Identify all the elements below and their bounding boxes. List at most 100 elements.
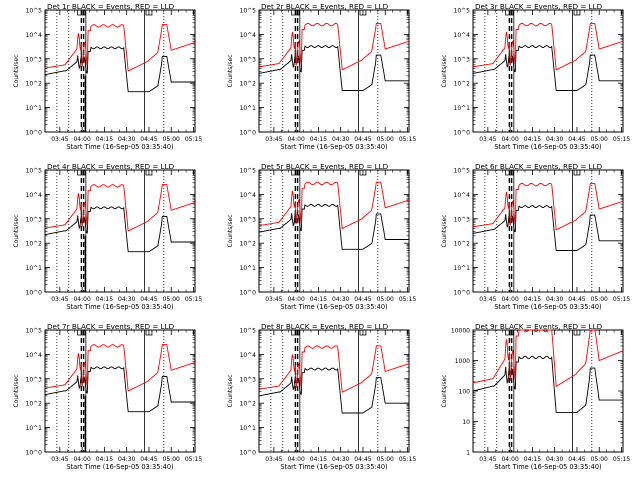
y-tick-label: 10^5 xyxy=(240,328,257,335)
bracket-mark xyxy=(359,170,367,176)
x-tick-label: 04:45 xyxy=(354,296,371,303)
series-lld-line xyxy=(44,24,196,72)
bracket-mark xyxy=(505,170,514,176)
panel-title: Det 2r BLACK = Events, RED = LLD xyxy=(261,2,389,11)
y-axis-label: Counts/sec xyxy=(13,374,20,407)
x-axis-label: Start Time (16-Sep-05 03:35:40) xyxy=(66,463,173,471)
x-tick-label: 04:45 xyxy=(568,136,585,143)
panel-det-1: Det 1r BLACK = Events, RED = LLD Counts/s… xyxy=(13,2,202,151)
y-tick-label: 10^2 xyxy=(240,81,257,88)
x-axis-label: Start Time (16-Sep-05 03:35:40) xyxy=(280,303,387,311)
panel-det-2: Det 2r BLACK = Events, RED = LLD Counts/s… xyxy=(227,2,416,151)
series-lld-line xyxy=(258,181,410,230)
x-axis-label: Start Time (16-Sep-05 03:35:40) xyxy=(494,463,601,471)
y-axis-label: Counts/sec xyxy=(13,54,20,87)
y-tick-label: 10^4 xyxy=(26,32,43,39)
y-tick-label: 10^1 xyxy=(240,265,257,272)
x-tick-label: 04:45 xyxy=(354,456,371,463)
x-tick-label: 04:15 xyxy=(524,296,541,303)
bracket-mark xyxy=(291,170,300,176)
bracket-mark xyxy=(573,10,581,16)
y-tick-label: 10^5 xyxy=(26,8,43,15)
bracket-mark xyxy=(291,330,300,336)
y-tick-label: 10^1 xyxy=(240,105,257,112)
x-axis-label: Start Time (16-Sep-05 03:35:40) xyxy=(494,143,601,151)
x-tick-label: 04:15 xyxy=(96,456,113,463)
x-tick-label: 05:00 xyxy=(377,296,394,303)
x-tick-label: 04:45 xyxy=(568,456,585,463)
y-tick-label: 10000 xyxy=(451,328,470,335)
x-tick-label: 04:00 xyxy=(287,136,304,143)
y-tick-label: 10^1 xyxy=(454,265,471,272)
x-tick-label: 03:45 xyxy=(51,296,68,303)
panel-title: Det 5r BLACK = Events, RED = LLD xyxy=(261,162,389,171)
y-tick-label: 10^2 xyxy=(240,241,257,248)
y-tick-label: 10^5 xyxy=(454,8,471,15)
plot-frame xyxy=(472,329,624,453)
panel-title: Det 8r BLACK = Events, RED = LLD xyxy=(261,322,389,331)
x-tick-label: 03:45 xyxy=(51,136,68,143)
x-tick-label: 04:15 xyxy=(96,136,113,143)
x-tick-label: 04:45 xyxy=(140,296,157,303)
series-lld-line xyxy=(44,344,196,392)
panel-title: Det 6r BLACK = Events, RED = LLD xyxy=(475,162,603,171)
bracket-mark xyxy=(359,330,367,336)
series-events-line xyxy=(258,367,409,414)
x-tick-label: 05:15 xyxy=(185,456,202,463)
panel-det-7: Det 7r BLACK = Events, RED = LLD Counts/s… xyxy=(13,322,202,471)
y-tick-label: 10^0 xyxy=(454,290,471,297)
bracket-mark xyxy=(291,10,300,16)
plot-frame xyxy=(472,169,624,293)
panel-det-3: Det 3r BLACK = Events, RED = LLD Counts/s… xyxy=(441,2,630,151)
y-tick-label: 10^0 xyxy=(26,130,43,137)
y-tick-label: 10^1 xyxy=(26,105,43,112)
plot-frame xyxy=(44,9,196,133)
y-tick-label: 10^0 xyxy=(26,290,43,297)
panel-det-6: Det 6r BLACK = Events, RED = LLD Counts/s… xyxy=(441,162,630,311)
y-tick-label: 10^0 xyxy=(26,450,43,457)
x-tick-label: 04:00 xyxy=(501,136,518,143)
y-tick-label: 10^0 xyxy=(240,450,257,457)
y-tick-label: 10^3 xyxy=(26,216,43,223)
x-tick-label: 04:00 xyxy=(73,136,90,143)
panel-det-8: Det 8r BLACK = Events, RED = LLD Counts/s… xyxy=(227,322,416,471)
y-tick-label: 10^4 xyxy=(240,32,257,39)
series-lld-line xyxy=(472,22,624,71)
y-tick-label: 1 xyxy=(466,450,470,457)
x-tick-label: 05:15 xyxy=(613,296,630,303)
x-tick-label: 03:45 xyxy=(265,296,282,303)
bracket-mark xyxy=(145,170,153,176)
panel-det-9: Det 9r BLACK = Events, RED = LLD Counts/s… xyxy=(441,322,630,471)
x-tick-label: 04:00 xyxy=(73,456,90,463)
y-tick-label: 10^5 xyxy=(26,328,43,335)
y-tick-label: 10^3 xyxy=(454,216,471,223)
x-tick-label: 04:00 xyxy=(287,296,304,303)
series-lld-line xyxy=(258,345,410,393)
series-events-line xyxy=(258,45,409,91)
x-axis-label: Start Time (16-Sep-05 03:35:40) xyxy=(280,143,387,151)
bracket-mark xyxy=(505,10,514,16)
y-tick-label: 10^4 xyxy=(26,352,43,359)
y-tick-label: 10^3 xyxy=(26,56,43,63)
x-tick-label: 05:00 xyxy=(163,136,180,143)
x-tick-label: 04:30 xyxy=(118,136,135,143)
x-tick-label: 04:45 xyxy=(354,136,371,143)
plot-frame xyxy=(472,9,624,133)
plot-frame xyxy=(258,329,410,453)
y-tick-label: 10^4 xyxy=(240,352,257,359)
y-tick-label: 10^3 xyxy=(454,56,471,63)
y-tick-label: 10^4 xyxy=(26,192,43,199)
y-tick-label: 10^1 xyxy=(26,425,43,432)
x-tick-label: 05:00 xyxy=(591,136,608,143)
y-axis-label: Counts/sec xyxy=(13,214,20,247)
bracket-mark xyxy=(505,330,514,336)
x-tick-label: 04:45 xyxy=(140,456,157,463)
series-events-line xyxy=(44,366,195,413)
y-tick-label: 10^3 xyxy=(240,216,257,223)
y-tick-label: 10^2 xyxy=(240,401,257,408)
y-tick-label: 10^0 xyxy=(240,290,257,297)
x-tick-label: 04:00 xyxy=(501,296,518,303)
series-events-line xyxy=(44,46,195,93)
bracket-mark xyxy=(77,10,86,16)
